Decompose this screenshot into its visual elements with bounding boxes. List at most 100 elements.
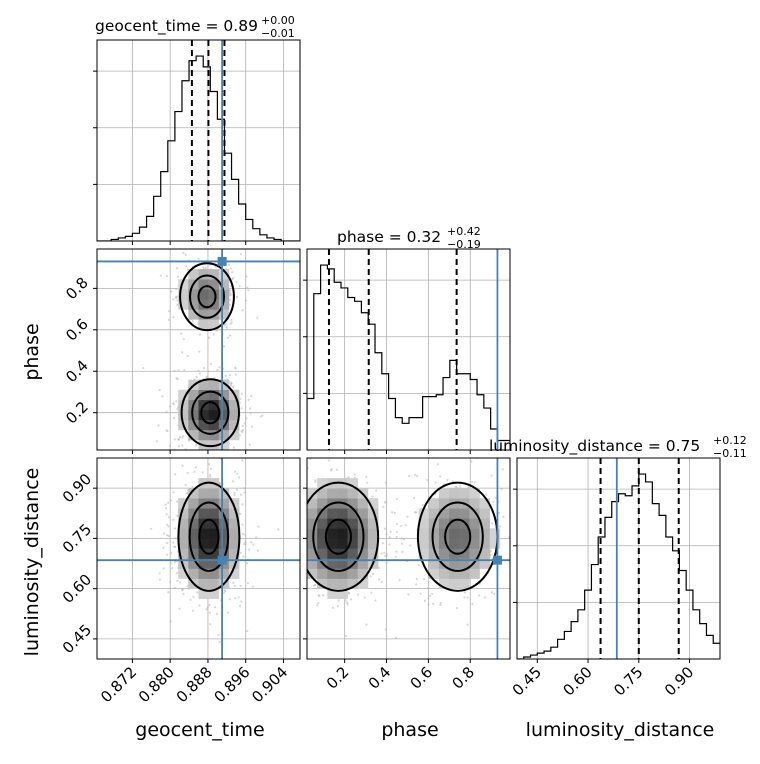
density-cell bbox=[208, 568, 220, 579]
scatter-point bbox=[380, 552, 383, 555]
density-cell bbox=[218, 538, 230, 549]
scatter-point bbox=[165, 275, 168, 278]
scatter-point bbox=[394, 555, 397, 559]
scatter-point bbox=[493, 592, 496, 595]
scatter-point bbox=[181, 351, 184, 354]
scatter-point bbox=[300, 537, 302, 539]
density-cell bbox=[357, 518, 369, 529]
density-cell bbox=[307, 508, 318, 519]
density-cell bbox=[438, 538, 450, 549]
density-cell bbox=[347, 568, 359, 579]
density-cell bbox=[188, 409, 199, 421]
scatter-point bbox=[417, 564, 420, 567]
density-cell bbox=[418, 518, 430, 529]
density-cell bbox=[337, 588, 348, 599]
scatter-point bbox=[194, 466, 198, 469]
density-cell bbox=[218, 518, 230, 529]
density-cell bbox=[188, 309, 199, 320]
scatter-point bbox=[209, 475, 212, 478]
scatter-point bbox=[463, 596, 466, 599]
x-tick-label: 0.75 bbox=[610, 663, 646, 699]
density-cell bbox=[307, 548, 318, 559]
scatter-point bbox=[408, 474, 411, 478]
scatter-point bbox=[212, 333, 215, 336]
density-cell bbox=[228, 399, 240, 411]
scatter-point bbox=[494, 496, 497, 499]
density-cell bbox=[208, 588, 220, 599]
scatter-point bbox=[290, 525, 292, 527]
density-cell bbox=[208, 429, 220, 441]
density-cell bbox=[357, 558, 369, 569]
density-cell bbox=[438, 558, 450, 569]
scatter-point bbox=[400, 537, 403, 540]
scatter-point bbox=[170, 552, 173, 555]
scatter-point bbox=[167, 525, 170, 528]
density-cell bbox=[198, 528, 209, 539]
scatter-point bbox=[422, 578, 426, 581]
scatter-point bbox=[228, 598, 231, 601]
scatter-point bbox=[385, 552, 388, 555]
panel-frame bbox=[306, 248, 511, 451]
density-cell bbox=[188, 548, 199, 559]
scatter-point bbox=[169, 620, 172, 623]
density-cell bbox=[208, 269, 220, 280]
density-cell bbox=[428, 548, 440, 559]
scatter-point bbox=[492, 500, 495, 503]
scatter-point bbox=[173, 586, 177, 590]
scatter-point bbox=[197, 454, 199, 456]
scatter-point bbox=[500, 488, 503, 491]
scatter-point bbox=[240, 600, 243, 603]
density-cell bbox=[228, 508, 240, 519]
histogram-step bbox=[97, 55, 300, 241]
scatter-point bbox=[415, 577, 418, 581]
scatter-point bbox=[274, 502, 276, 504]
density-cell bbox=[198, 578, 209, 589]
geocent-time-histogram-panel bbox=[93, 39, 301, 245]
density-cell bbox=[428, 558, 440, 569]
scatter-point bbox=[177, 369, 180, 372]
truth-marker bbox=[217, 256, 227, 266]
scatter-point bbox=[176, 267, 179, 270]
scatter-point bbox=[195, 375, 198, 379]
y-tick-label: 0.8 bbox=[62, 274, 92, 304]
density-cell bbox=[418, 548, 430, 559]
density-cell bbox=[208, 319, 220, 330]
scatter-point bbox=[171, 402, 175, 405]
scatter-point bbox=[208, 611, 212, 614]
scatter-point bbox=[388, 543, 391, 546]
density-cell bbox=[469, 548, 480, 559]
scatter-point bbox=[248, 451, 250, 453]
scatter-point bbox=[241, 431, 244, 434]
scatter-point bbox=[513, 547, 515, 549]
scatter-point bbox=[255, 536, 258, 539]
density-cell bbox=[317, 498, 328, 509]
scatter-point bbox=[369, 575, 372, 578]
scatter-point bbox=[404, 524, 407, 527]
density-cell bbox=[188, 538, 199, 549]
scatter-point bbox=[206, 606, 209, 609]
scatter-point bbox=[189, 598, 192, 601]
density-cell bbox=[489, 528, 501, 539]
scatter-point bbox=[172, 298, 175, 301]
density-cell bbox=[218, 299, 230, 310]
contour-line bbox=[198, 518, 220, 555]
density-cell bbox=[218, 269, 230, 280]
scatter-point bbox=[181, 436, 184, 439]
density-cell bbox=[459, 558, 470, 569]
scatter-point bbox=[512, 519, 514, 521]
density-cell bbox=[449, 568, 460, 579]
scatter-point bbox=[423, 599, 426, 602]
scatter-point bbox=[463, 591, 467, 594]
scatter-point bbox=[380, 580, 383, 584]
contour-line bbox=[180, 378, 241, 448]
scatter-point bbox=[235, 280, 238, 284]
scatter-point bbox=[436, 579, 439, 582]
scatter-point bbox=[178, 581, 182, 584]
scatter-point bbox=[173, 527, 176, 530]
scatter-point bbox=[344, 599, 347, 602]
scatter-point bbox=[225, 322, 228, 326]
luminosity-distance-histogram-panel: 0.45 0.60 0.75 0.90 bbox=[509, 457, 721, 699]
panel-frame bbox=[96, 457, 301, 660]
scatter-point bbox=[513, 516, 515, 518]
